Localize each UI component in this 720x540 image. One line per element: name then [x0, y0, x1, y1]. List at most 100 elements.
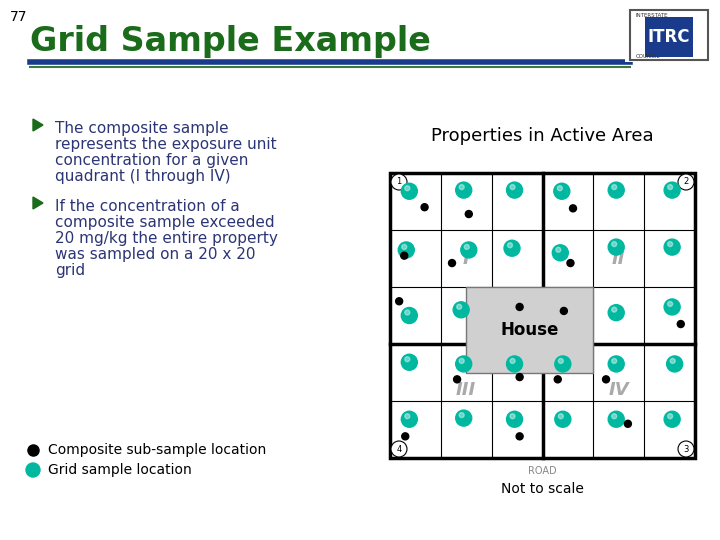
- Circle shape: [612, 414, 617, 418]
- Circle shape: [401, 183, 418, 199]
- Circle shape: [453, 302, 469, 318]
- Circle shape: [459, 359, 464, 363]
- Circle shape: [603, 376, 610, 383]
- Circle shape: [678, 174, 694, 190]
- Bar: [630, 10, 708, 60]
- Bar: [467, 287, 593, 373]
- Text: 3: 3: [683, 444, 689, 454]
- Circle shape: [405, 357, 410, 362]
- Circle shape: [391, 174, 407, 190]
- Text: 2: 2: [683, 178, 688, 186]
- Circle shape: [401, 307, 418, 323]
- Text: composite sample exceeded: composite sample exceeded: [55, 215, 274, 230]
- Circle shape: [670, 359, 675, 363]
- Text: III: III: [456, 381, 477, 399]
- Text: 20 mg/kg the entire property: 20 mg/kg the entire property: [55, 231, 278, 246]
- Text: was sampled on a 20 x 20: was sampled on a 20 x 20: [55, 247, 256, 262]
- Circle shape: [507, 182, 523, 198]
- Circle shape: [464, 245, 469, 249]
- Bar: [390, 173, 695, 458]
- Circle shape: [456, 305, 462, 309]
- Circle shape: [454, 376, 461, 383]
- Circle shape: [510, 185, 515, 190]
- Text: ROAD: ROAD: [528, 466, 557, 476]
- Circle shape: [26, 463, 40, 477]
- Text: The composite sample: The composite sample: [55, 121, 229, 136]
- Circle shape: [507, 356, 523, 372]
- Circle shape: [401, 411, 418, 427]
- Circle shape: [456, 356, 472, 372]
- Text: 1: 1: [397, 178, 402, 186]
- Polygon shape: [33, 119, 43, 131]
- Circle shape: [554, 183, 570, 199]
- Circle shape: [664, 182, 680, 198]
- Circle shape: [504, 240, 520, 256]
- Circle shape: [554, 376, 562, 383]
- Circle shape: [667, 301, 672, 306]
- Circle shape: [401, 252, 408, 259]
- Circle shape: [405, 414, 410, 418]
- Circle shape: [667, 356, 683, 372]
- Text: grid: grid: [55, 263, 85, 278]
- Bar: [625, 7, 710, 62]
- Circle shape: [624, 420, 631, 427]
- Circle shape: [510, 359, 515, 363]
- Polygon shape: [33, 197, 43, 209]
- Text: COUNCIL: COUNCIL: [636, 54, 660, 59]
- Circle shape: [459, 413, 464, 417]
- Bar: [645, 17, 693, 57]
- Circle shape: [402, 433, 409, 440]
- Circle shape: [402, 245, 407, 249]
- Circle shape: [608, 411, 624, 427]
- Text: 77: 77: [10, 10, 27, 24]
- Circle shape: [567, 260, 574, 267]
- Text: ITRC: ITRC: [648, 28, 690, 46]
- Text: House: House: [500, 321, 559, 339]
- Text: quadrant (I through IV): quadrant (I through IV): [55, 169, 230, 184]
- Circle shape: [516, 374, 523, 381]
- Text: II: II: [612, 249, 626, 267]
- Circle shape: [664, 299, 680, 315]
- Circle shape: [456, 182, 472, 198]
- Circle shape: [612, 307, 617, 312]
- Circle shape: [398, 242, 414, 258]
- Circle shape: [678, 441, 694, 457]
- Circle shape: [459, 185, 464, 190]
- Circle shape: [391, 441, 407, 457]
- Circle shape: [667, 241, 672, 247]
- Text: Not to scale: Not to scale: [501, 482, 584, 496]
- Circle shape: [508, 243, 513, 248]
- Text: If the concentration of a: If the concentration of a: [55, 199, 240, 214]
- Circle shape: [608, 239, 624, 255]
- Circle shape: [421, 204, 428, 211]
- Text: represents the exposure unit: represents the exposure unit: [55, 137, 276, 152]
- Circle shape: [560, 307, 567, 314]
- Circle shape: [678, 321, 684, 328]
- Circle shape: [516, 303, 523, 310]
- Circle shape: [558, 359, 563, 363]
- Circle shape: [667, 414, 672, 418]
- Circle shape: [401, 354, 418, 370]
- Text: Composite sub-sample location: Composite sub-sample location: [48, 443, 266, 457]
- Circle shape: [555, 356, 571, 372]
- Circle shape: [667, 185, 672, 190]
- Circle shape: [456, 410, 472, 426]
- Circle shape: [449, 260, 456, 267]
- Circle shape: [555, 411, 571, 427]
- Circle shape: [558, 414, 563, 418]
- Circle shape: [461, 242, 477, 258]
- Circle shape: [664, 411, 680, 427]
- Text: IV: IV: [608, 381, 629, 399]
- Circle shape: [556, 247, 561, 252]
- Circle shape: [608, 182, 624, 198]
- Circle shape: [516, 433, 523, 440]
- Circle shape: [552, 245, 568, 261]
- Circle shape: [570, 205, 577, 212]
- Circle shape: [465, 211, 472, 218]
- Circle shape: [507, 411, 523, 427]
- Circle shape: [510, 414, 515, 418]
- Circle shape: [608, 305, 624, 321]
- Circle shape: [405, 186, 410, 191]
- Circle shape: [664, 239, 680, 255]
- Circle shape: [396, 298, 402, 305]
